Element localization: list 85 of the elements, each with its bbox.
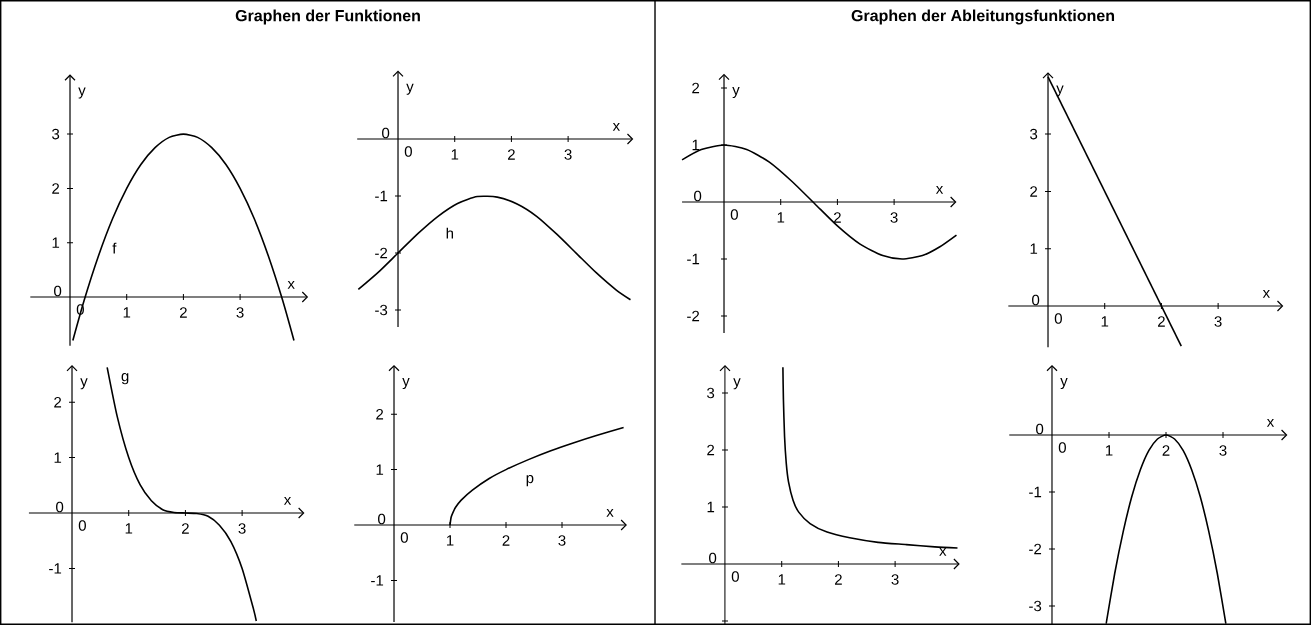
x-tick-label: 3 xyxy=(238,523,246,534)
x-tick-label: 3 xyxy=(890,212,898,223)
y-tick-label: 1 xyxy=(376,464,384,475)
x-tick-label: 2 xyxy=(1158,316,1165,327)
y-axis-title: y xyxy=(1060,378,1068,390)
x-tick-label: 1 xyxy=(123,307,131,318)
y-tick-label: 1 xyxy=(707,501,715,513)
y-tick-label: 1 xyxy=(692,139,700,151)
y-axis-title: y xyxy=(732,86,740,98)
y-tick-label: 2 xyxy=(52,183,60,194)
x-axis-title: x xyxy=(283,496,292,505)
x-tick-label: 2 xyxy=(502,535,510,546)
y-axis-title: y xyxy=(78,87,86,99)
y-tick-label: -3 xyxy=(375,304,388,316)
y-tick-label: -3 xyxy=(1029,600,1042,612)
y-tick-label: 3 xyxy=(52,128,60,140)
y-tick-label: 0 xyxy=(1036,423,1044,435)
y-axis-title: y xyxy=(733,378,741,390)
chart-title: Graphen der Funktionen xyxy=(235,9,420,25)
x-tick-label: 1 xyxy=(1101,316,1109,327)
x-tick-label: 0 xyxy=(78,520,86,531)
y-tick-label: -2 xyxy=(1029,543,1042,555)
x-tick-label: 3 xyxy=(1219,445,1227,456)
y-tick-label: -1 xyxy=(375,190,388,202)
x-tick-label: 3 xyxy=(891,574,899,585)
x-axis-title: x xyxy=(606,508,614,517)
chart-title: Graphen der Ableitungsfunktionen xyxy=(851,9,1115,25)
y-tick-label: 0 xyxy=(54,285,62,297)
x-tick-label: 0 xyxy=(1054,313,1062,324)
x-tick-label: 2 xyxy=(179,307,187,318)
x-tick-label: 0 xyxy=(404,146,412,157)
y-tick-label: 0 xyxy=(709,552,717,564)
x-tick-label: 0 xyxy=(731,571,739,582)
y-tick-label: -2 xyxy=(687,310,700,322)
x-tick-label: 1 xyxy=(451,149,459,160)
x-axis-title: x xyxy=(1266,418,1275,427)
x-tick-label: 2 xyxy=(834,574,842,585)
y-tick-label: -1 xyxy=(49,563,62,574)
series-label: p xyxy=(526,475,534,487)
y-tick-label: 0 xyxy=(378,513,386,525)
x-tick-label: 0 xyxy=(1058,442,1066,453)
y-tick-label: 2 xyxy=(54,396,62,408)
y-axis-title: y xyxy=(406,83,414,95)
y-tick-label: 1 xyxy=(1030,243,1038,254)
x-tick-label: 2 xyxy=(1162,445,1170,456)
x-axis-title: x xyxy=(935,185,944,194)
y-tick-label: 2 xyxy=(1030,186,1038,197)
y-axis-title: y xyxy=(80,378,88,390)
y-tick-label: 3 xyxy=(1030,128,1038,140)
y-axis-title: y xyxy=(402,378,410,390)
x-tick-label: 0 xyxy=(400,532,408,543)
x-tick-label: 3 xyxy=(1214,316,1222,327)
y-tick-label: 0 xyxy=(1032,294,1040,306)
x-tick-label: 1 xyxy=(777,212,785,223)
y-tick-label: -2 xyxy=(375,247,388,259)
y-tick-label: 1 xyxy=(52,237,60,248)
x-tick-label: 1 xyxy=(446,535,454,546)
y-tick-label: 2 xyxy=(692,82,700,94)
y-tick-label: 1 xyxy=(54,452,62,463)
y-tick-label: 0 xyxy=(56,501,64,513)
y-tick-label: 3 xyxy=(707,387,715,399)
y-tick-label: 0 xyxy=(382,127,390,139)
x-tick-label: 3 xyxy=(236,307,244,318)
x-tick-label: 3 xyxy=(564,149,572,160)
x-tick-label: 3 xyxy=(558,535,566,546)
x-axis-title: x xyxy=(612,122,620,131)
series-label: f xyxy=(112,242,117,254)
x-tick-label: 1 xyxy=(1105,445,1113,456)
y-tick-label: -1 xyxy=(687,253,700,265)
x-tick-label: 0 xyxy=(730,209,738,220)
x-axis-title: x xyxy=(287,280,295,289)
y-tick-label: -1 xyxy=(371,575,384,586)
series-label: h xyxy=(446,227,454,239)
y-axis-title: y xyxy=(1056,85,1064,97)
x-axis-title: x xyxy=(939,547,947,556)
x-tick-label: 1 xyxy=(125,523,133,534)
x-tick-label: 2 xyxy=(508,149,515,160)
x-axis-title: x xyxy=(1262,289,1270,298)
series-label: g xyxy=(121,373,129,385)
x-tick-label: 1 xyxy=(778,574,786,585)
y-tick-label: 0 xyxy=(694,190,702,202)
x-tick-label: 2 xyxy=(833,212,841,223)
y-tick-label: -1 xyxy=(1029,486,1042,498)
x-tick-label: 2 xyxy=(181,523,189,534)
y-tick-label: 2 xyxy=(376,408,384,420)
